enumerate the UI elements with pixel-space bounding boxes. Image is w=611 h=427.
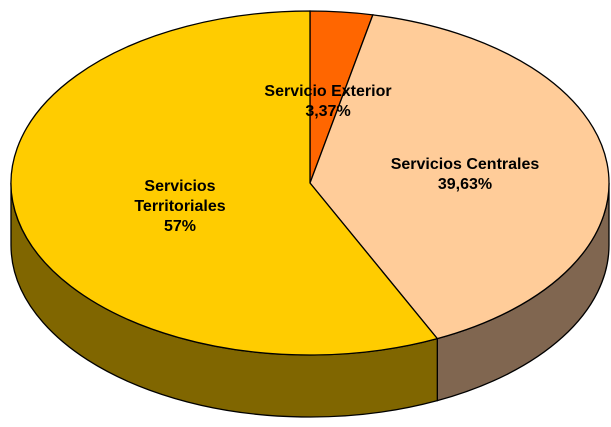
slice-label: Servicio Exterior 3,37% bbox=[228, 82, 428, 122]
category-label: Servicios Territoriales bbox=[134, 178, 226, 215]
slice bbox=[309, 14, 610, 340]
value-label: 39,63% bbox=[437, 176, 493, 193]
category-label: Servicio Exterior bbox=[264, 83, 392, 100]
slice-label: Servicios Territoriales 57% bbox=[115, 177, 245, 237]
value-label: 3,37% bbox=[305, 103, 351, 120]
value-label: 57% bbox=[163, 218, 197, 235]
slice bbox=[10, 10, 439, 356]
category-label: Servicios Centrales bbox=[390, 156, 540, 173]
slice-label: Servicios Centrales 39,63% bbox=[365, 155, 565, 195]
